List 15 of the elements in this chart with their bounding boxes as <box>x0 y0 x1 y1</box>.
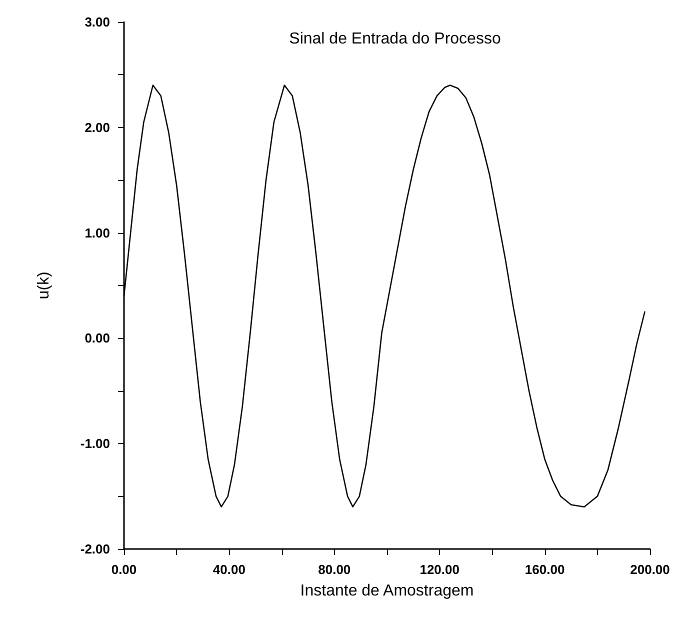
x-axis-title: Instante de Amostragem <box>300 582 474 600</box>
x-tick-label: 120.00 <box>420 562 460 577</box>
x-tick-label: 80.00 <box>318 562 351 577</box>
y-tick-label: 0.00 <box>84 330 110 346</box>
text: Sinal de Entrada do Processo <box>289 30 501 48</box>
y-tick-label: 1.00 <box>84 225 110 240</box>
y-tick-label: 2.00 <box>84 120 110 135</box>
y-tick-label: -2.00 <box>80 542 110 556</box>
x-tick-label: 160.00 <box>524 562 565 577</box>
y-tick-label: 3.00 <box>84 14 110 30</box>
x-tick-label: 40.00 <box>212 562 246 577</box>
x-tick-label: 200.00 <box>630 562 670 577</box>
y-axis-title: u(k) <box>36 272 52 300</box>
y-tick-label: -1.00 <box>80 436 110 452</box>
x-tick-label: 0.00 <box>111 562 137 577</box>
